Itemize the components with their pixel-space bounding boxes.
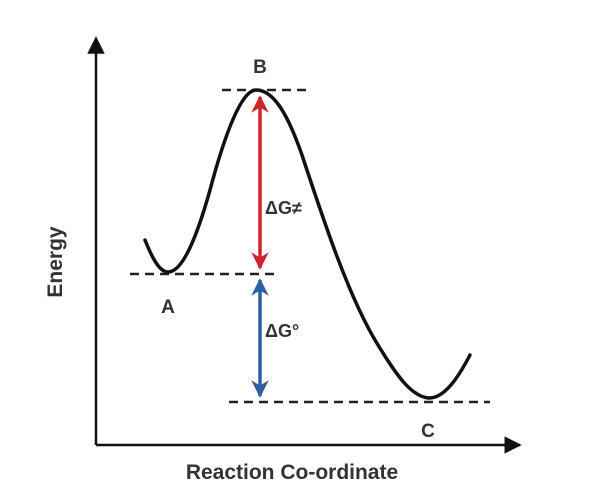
x-axis-label: Reaction Co-ordinate <box>186 461 398 484</box>
y-axis-label: Energy <box>44 226 67 298</box>
point-a-label: A <box>161 297 175 318</box>
activation-energy-label: ΔG≠ <box>265 198 302 218</box>
point-c-label: C <box>421 421 435 442</box>
free-energy-label: ΔG° <box>265 321 299 341</box>
energy-curve <box>143 88 472 400</box>
point-b-label: B <box>253 57 267 78</box>
